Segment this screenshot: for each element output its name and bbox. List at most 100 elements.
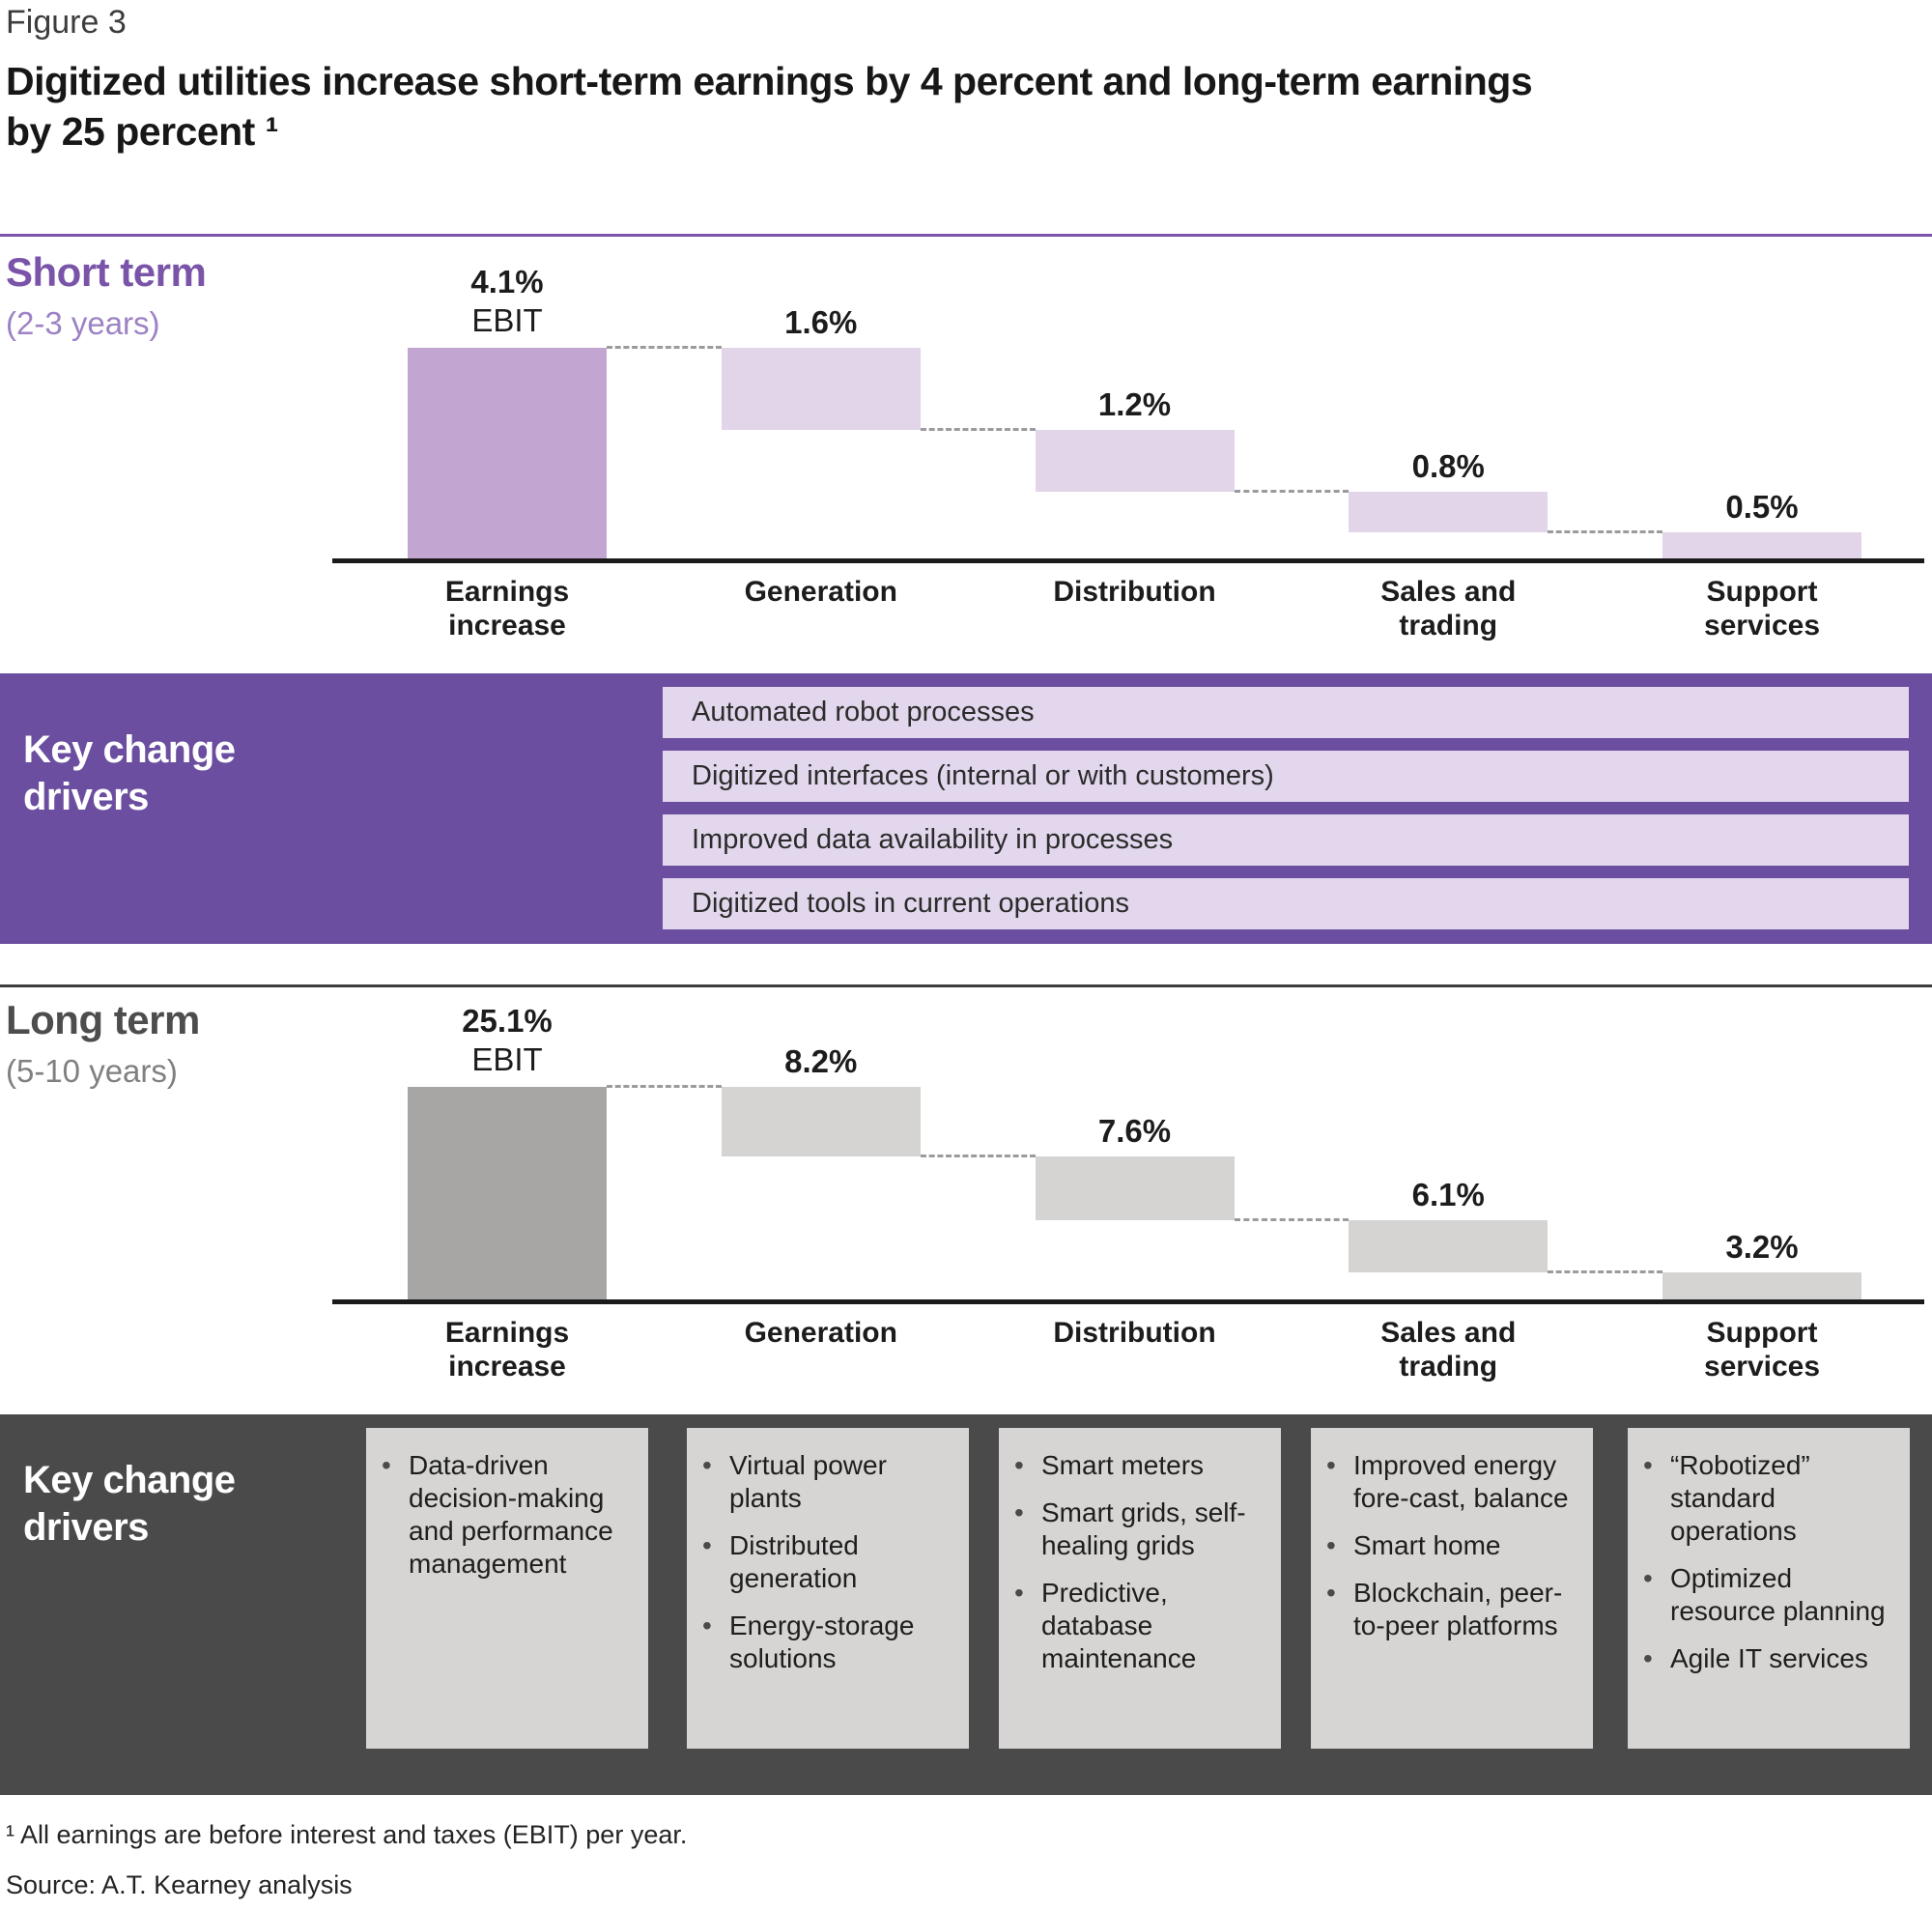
bullet-icon: • — [1326, 1578, 1336, 1608]
value-text: 4.1% — [470, 264, 544, 299]
source-line: Source: A.T. Kearney analysis — [6, 1870, 353, 1899]
bar-value-label: 0.5% — [1656, 488, 1868, 527]
category-label: Generation — [744, 1317, 897, 1349]
value-text: 7.6% — [1097, 1112, 1172, 1149]
short-term-heading: Short term — [6, 249, 207, 295]
bar-value-label: 0.8% — [1342, 447, 1554, 486]
driver-item: • “Robotized” standard operations — [1643, 1449, 1894, 1548]
driver-item: • Data-driven decision-making and perform… — [382, 1449, 633, 1581]
footnote: ¹ All earnings are before interest and t… — [6, 1820, 688, 1849]
dashed-connector — [1548, 530, 1662, 534]
driver-row: Digitized interfaces (internal or with c… — [663, 751, 1909, 802]
title-line-2: by 25 percent ¹ — [6, 109, 278, 154]
page-title: Digitized utilities increase short-term … — [6, 56, 1551, 157]
driver-item: • Optimized resource planning — [1643, 1562, 1894, 1628]
short-term-drivers-band: Key change drivers Automated robot proce… — [0, 673, 1932, 944]
waterfall-bar — [1662, 1271, 1861, 1299]
driver-item-text: Virtual power plants — [729, 1450, 887, 1513]
driver-item: • Distributed generation — [702, 1529, 953, 1595]
driver-item-text: Smart meters — [1041, 1450, 1205, 1480]
purple-divider — [0, 234, 1932, 237]
driver-card: • “Robotized” standard operations • Optimiz… — [1628, 1428, 1910, 1749]
driver-card: • Improved energy fore-cast, balance • Smar… — [1311, 1428, 1593, 1749]
value-text: 1.2% — [1097, 386, 1172, 423]
category-label: Support services — [1703, 576, 1821, 641]
bar-value-label: 3.2% — [1656, 1228, 1868, 1267]
driver-row: Automated robot processes — [663, 687, 1909, 738]
waterfall-bar — [1035, 1155, 1235, 1221]
dashed-connector — [1234, 1218, 1350, 1222]
bullet-icon: • — [382, 1450, 391, 1480]
dashed-connector — [920, 428, 1036, 432]
driver-item-text: Optimized resource planning — [1670, 1563, 1886, 1626]
category-label: Earnings increase — [444, 576, 570, 641]
long-term-drivers-band: Key change drivers • Data-driven decision… — [0, 1414, 1932, 1795]
bar-value-label: 8.2% — [715, 1042, 927, 1081]
category-label: Earnings increase — [444, 1317, 570, 1383]
driver-item-text: Agile IT services — [1670, 1643, 1868, 1673]
value-text: 0.5% — [1725, 489, 1799, 526]
driver-card: • Virtual power plants • Distributed genera… — [687, 1428, 969, 1749]
category-label: Distribution — [1053, 1317, 1216, 1349]
short-term-drivers-heading: Key change drivers — [23, 728, 236, 818]
bullet-icon: • — [1326, 1450, 1336, 1480]
driver-row: Digitized tools in current operations — [663, 878, 1909, 929]
driver-item: • Predictive, database maintenance — [1014, 1577, 1265, 1675]
title-line-1: Digitized utilities increase short-term … — [6, 59, 1533, 103]
dashed-connector — [607, 346, 722, 349]
waterfall-bar — [1662, 532, 1861, 558]
value-text: 1.6% — [784, 304, 858, 340]
driver-card: • Smart meters • Smart grids, self-healing … — [999, 1428, 1281, 1749]
bar-value-label: 1.6% — [715, 303, 927, 342]
waterfall-bar — [721, 1087, 921, 1156]
long-term-waterfall-chart: 25.1% EBIT Earnings increase 8.2% Generation… — [332, 995, 1928, 1401]
bar-value-label: 4.1% EBIT — [401, 263, 613, 340]
driver-item: • Improved energy fore-cast, balance — [1326, 1449, 1577, 1515]
driver-item-text: Improved energy fore-cast, balance — [1353, 1450, 1569, 1513]
driver-item: • Smart grids, self-healing grids — [1014, 1497, 1265, 1562]
waterfall-bar — [721, 348, 921, 431]
value-text: 8.2% — [784, 1043, 858, 1079]
waterfall-bar — [408, 1087, 607, 1299]
long-term-subheading: (5-10 years) — [6, 1053, 178, 1089]
driver-item-text: Distributed generation — [729, 1530, 859, 1593]
category-label: Distribution — [1053, 576, 1216, 608]
value-text: 0.8% — [1411, 447, 1485, 484]
waterfall-bar — [1349, 491, 1548, 533]
driver-item: • Agile IT services — [1643, 1642, 1894, 1675]
value-note: EBIT — [471, 302, 543, 338]
bullet-icon: • — [1643, 1643, 1653, 1673]
value-text: 6.1% — [1411, 1177, 1485, 1213]
waterfall-bar — [408, 348, 607, 558]
driver-card: • Data-driven decision-making and perform… — [366, 1428, 648, 1749]
driver-item: • Blockchain, peer-to-peer platforms — [1326, 1577, 1577, 1642]
bar-value-label: 25.1% EBIT — [401, 1002, 613, 1079]
dashed-connector — [920, 1154, 1036, 1157]
driver-item: • Smart home — [1326, 1529, 1577, 1562]
bullet-icon: • — [1014, 1497, 1024, 1527]
bullet-icon: • — [702, 1611, 712, 1640]
axis-line — [332, 1299, 1924, 1304]
driver-item-text: Energy-storage solutions — [729, 1611, 915, 1673]
bullet-icon: • — [702, 1530, 712, 1560]
driver-item-text: Predictive, database maintenance — [1041, 1578, 1197, 1673]
value-note: EBIT — [471, 1041, 543, 1077]
bullet-icon: • — [1643, 1563, 1653, 1593]
long-term-drivers-heading: Key change drivers — [23, 1459, 236, 1549]
dashed-connector — [1234, 489, 1350, 493]
short-term-waterfall-chart: 4.1% EBIT Earnings increase 1.6% Generation 1… — [332, 256, 1928, 662]
driver-item-text: Smart home — [1353, 1530, 1501, 1560]
category-label: Support services — [1703, 1317, 1821, 1383]
driver-item-text: Smart grids, self-healing grids — [1041, 1497, 1246, 1560]
dashed-connector — [607, 1085, 722, 1088]
short-term-driver-list: Automated robot processes Digitized inter… — [663, 687, 1909, 929]
bullet-icon: • — [1014, 1450, 1024, 1480]
driver-item-text: Data-driven decision-making and performa… — [409, 1450, 613, 1579]
driver-row: Improved data availability in processes — [663, 814, 1909, 866]
waterfall-bar — [1349, 1220, 1548, 1272]
gray-divider — [0, 984, 1932, 987]
value-text: 3.2% — [1725, 1228, 1799, 1265]
driver-item-text: “Robotized” standard operations — [1670, 1450, 1810, 1546]
bar-value-label: 1.2% — [1029, 385, 1241, 424]
bullet-icon: • — [1326, 1530, 1336, 1560]
